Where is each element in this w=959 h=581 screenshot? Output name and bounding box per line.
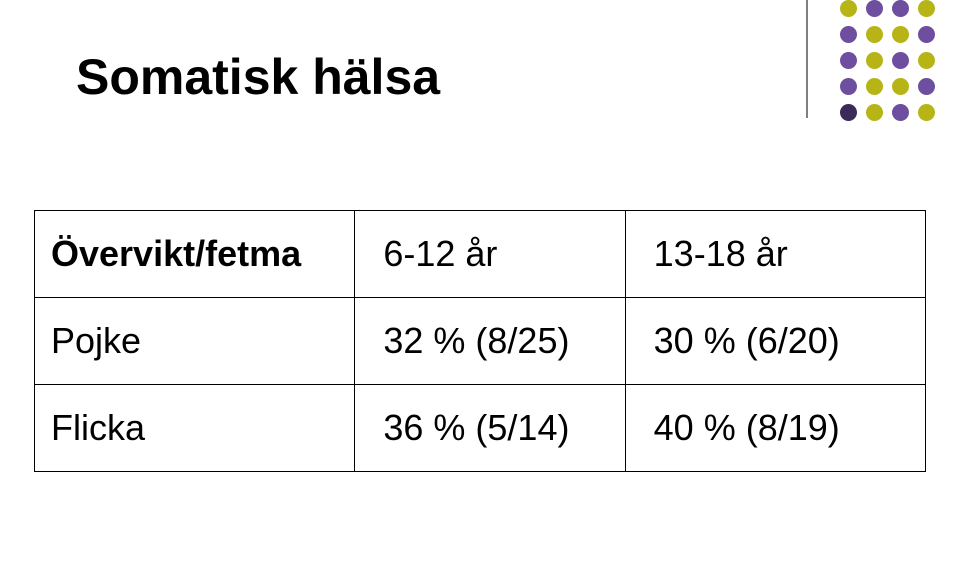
header-label: Övervikt/fetma [35,211,355,298]
table-row: Flicka 36 % (5/14) 40 % (8/19) [35,385,926,472]
decor-dot [866,0,883,17]
dot-row [825,52,935,69]
header-divider [806,0,808,118]
decor-dot [918,52,935,69]
cell-6-12: 36 % (5/14) [355,385,625,472]
slide: Somatisk hälsa Övervikt/fetma 6-12 år 13… [0,0,959,581]
row-label: Flicka [35,385,355,472]
dot-grid [825,0,935,130]
decor-dot [866,104,883,121]
decor-dot [918,104,935,121]
row-label: Pojke [35,298,355,385]
dot-row [825,0,935,17]
table-header-row: Övervikt/fetma 6-12 år 13-18 år [35,211,926,298]
decor-dot [892,52,909,69]
decor-dot [892,104,909,121]
data-table: Övervikt/fetma 6-12 år 13-18 år Pojke 32… [34,210,926,472]
decor-dot [892,0,909,17]
decor-dot [866,78,883,95]
decor-dot [840,104,857,121]
dot-row [825,26,935,43]
cell-6-12: 32 % (8/25) [355,298,625,385]
decor-dot [866,52,883,69]
dot-row [825,78,935,95]
header-col-13-18: 13-18 år [625,211,925,298]
decor-dot [840,52,857,69]
decor-dot [918,0,935,17]
decor-dot [840,26,857,43]
decor-dot [892,78,909,95]
decor-dot [840,78,857,95]
decor-dot [892,26,909,43]
decor-dot [866,26,883,43]
cell-13-18: 30 % (6/20) [625,298,925,385]
decor-dot [840,0,857,17]
header-col-6-12: 6-12 år [355,211,625,298]
dot-row [825,104,935,121]
decor-dot [918,78,935,95]
table-row: Pojke 32 % (8/25) 30 % (6/20) [35,298,926,385]
slide-title: Somatisk hälsa [76,48,440,106]
decor-dot [918,26,935,43]
cell-13-18: 40 % (8/19) [625,385,925,472]
